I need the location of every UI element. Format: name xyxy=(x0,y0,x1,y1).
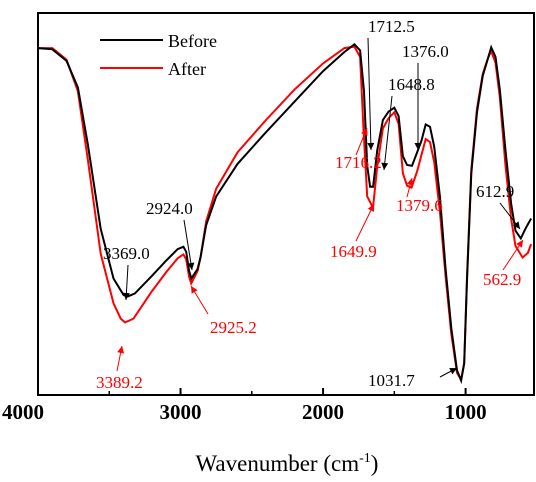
peak-annotation-label: 1376.0 xyxy=(402,42,449,61)
x-axis-ticks: 4000 3000 2000 1000 xyxy=(2,388,487,424)
annotation-arrowhead xyxy=(361,128,368,136)
annotation-arrowhead xyxy=(512,221,520,229)
peak-annotation-label: 1649.9 xyxy=(330,242,377,261)
series-line-before xyxy=(37,42,532,385)
peak-annotation-label: 562.9 xyxy=(483,270,521,289)
x-tick-label: 2000 xyxy=(302,400,344,424)
peak-annotation-label: 1712.5 xyxy=(368,17,415,36)
annotation-layer: 1712.5 1648.8 1376.0 2924.0 3369.0 612.9 1031.… xyxy=(96,17,524,392)
peak-annotation-label: 1379.6 xyxy=(396,196,443,215)
peak-annotation-label: 612.9 xyxy=(476,182,514,201)
x-axis-label-main: Wavenumber (cm xyxy=(196,451,360,476)
x-tick-label: 1000 xyxy=(445,400,487,424)
legend-label-before: Before xyxy=(168,31,217,51)
annotation-arrowhead xyxy=(516,240,523,248)
peak-annotation-label: 1716.2 xyxy=(335,153,382,172)
peak-annotation-label: 2925.2 xyxy=(210,318,257,337)
annotation-arrowhead xyxy=(367,142,375,150)
x-tick-label: 4000 xyxy=(2,400,44,424)
annotation-arrowhead xyxy=(187,262,195,270)
peak-annotation-label: 3389.2 xyxy=(96,373,143,392)
peak-annotation-label: 1648.8 xyxy=(388,75,435,94)
annotation-arrowhead xyxy=(381,162,389,170)
annotation-arrowhead xyxy=(449,368,457,375)
annotation-arrow xyxy=(367,37,372,151)
x-axis-label-superscript: -1 xyxy=(359,451,371,466)
legend-label-after: After xyxy=(168,59,206,79)
x-axis-label: Wavenumber (cm-1) xyxy=(196,451,379,476)
annotation-arrowhead xyxy=(191,286,198,294)
peak-annotation-label: 1031.7 xyxy=(368,371,415,390)
annotation-arrow xyxy=(383,95,393,171)
legend: Before After xyxy=(100,31,217,79)
annotation-arrowhead xyxy=(122,292,130,300)
annotation-arrowhead xyxy=(367,204,375,212)
peak-annotation-label: 3369.0 xyxy=(103,244,150,263)
plot-frame xyxy=(37,12,535,396)
x-axis-label-end: ) xyxy=(371,451,379,476)
peak-annotation-label: 2924.0 xyxy=(146,199,193,218)
annotation-arrowhead xyxy=(117,346,125,354)
annotation-arrowhead xyxy=(414,143,422,150)
series-line-after xyxy=(38,45,533,383)
x-tick-label: 3000 xyxy=(160,400,202,424)
annotation-arrow xyxy=(183,219,193,271)
annotation-arrowhead xyxy=(406,178,414,186)
series-layer xyxy=(37,42,533,385)
